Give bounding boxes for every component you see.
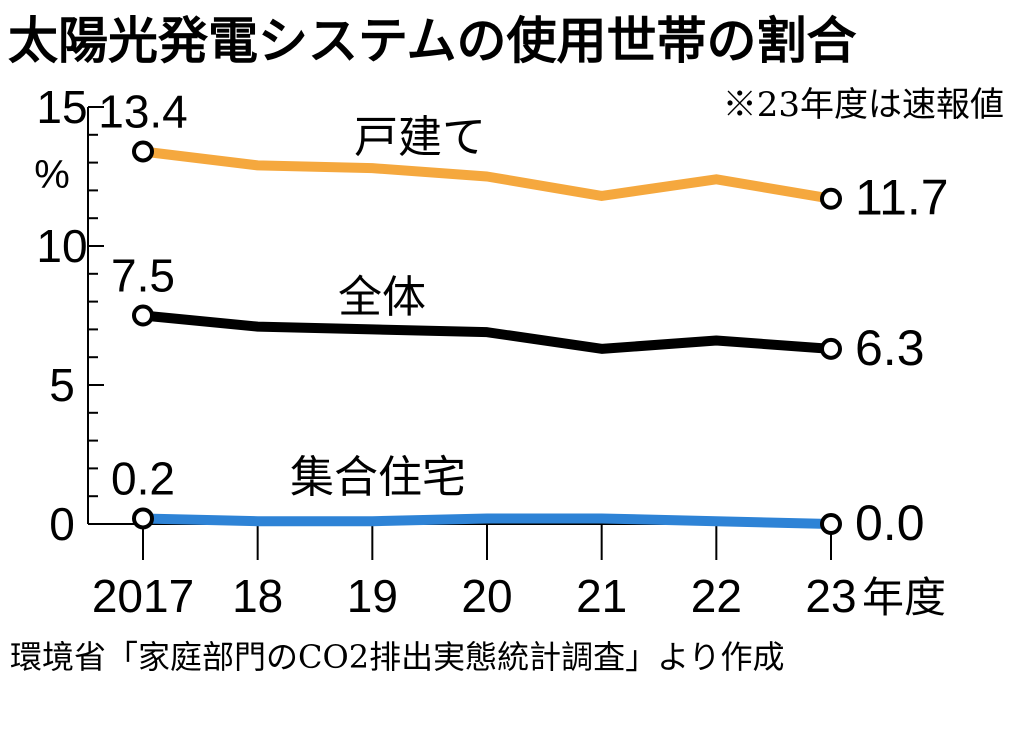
chart-note: ※23年度は速報値 [723,85,1004,125]
x-axis: 2017 18 19 20 21 22 23 [88,523,857,622]
y-axis-unit: % [34,153,70,197]
series-labels: 13.4 11.7 戸建て 7.5 6.3 全体 0.2 0.0 集合住宅 [98,85,948,551]
x-tick-label: 2017 [92,570,194,622]
series-markers [132,140,842,535]
data-label-end: 11.7 [855,170,949,226]
y-axis: 0 5 10 15 [36,81,104,550]
data-point-marker [132,507,154,530]
series-name-label: 集合住宅 [290,453,466,502]
y-tick-label: 5 [49,359,75,411]
data-point-marker [132,304,154,327]
data-label-start: 13.4 [98,85,188,137]
data-point-marker [820,513,842,535]
data-label-end: 6.3 [855,320,925,376]
x-tick-label: 20 [461,570,512,622]
x-tick-label: 18 [232,570,283,622]
data-label-start: 7.5 [111,250,175,302]
y-tick-label: 15 [36,81,87,133]
x-tick-label: 22 [691,570,742,622]
y-tick-label: 10 [36,220,87,272]
data-label-start: 0.2 [111,452,175,504]
series-name-label: 戸建て [354,113,486,162]
series-line [138,513,836,529]
x-tick-label: 23 [805,570,856,622]
data-point-marker [820,337,842,360]
data-point-marker [132,140,154,163]
y-tick-label: 0 [49,498,75,550]
data-point-marker [820,187,842,210]
series-name-label: 全体 [338,273,426,322]
series-line [138,146,836,204]
x-tick-label: 21 [576,570,627,622]
series-lines [138,146,836,529]
source-text: 環境省「家庭部門のCO2排出実態統計調査」より作成 [10,638,784,676]
x-axis-unit: 年度 [862,574,946,621]
x-tick-label: 19 [347,570,398,622]
chart-title: 太陽光発電システムの使用世帯の割合 [8,12,857,70]
data-label-end: 0.0 [855,495,925,551]
series-line [138,310,836,354]
